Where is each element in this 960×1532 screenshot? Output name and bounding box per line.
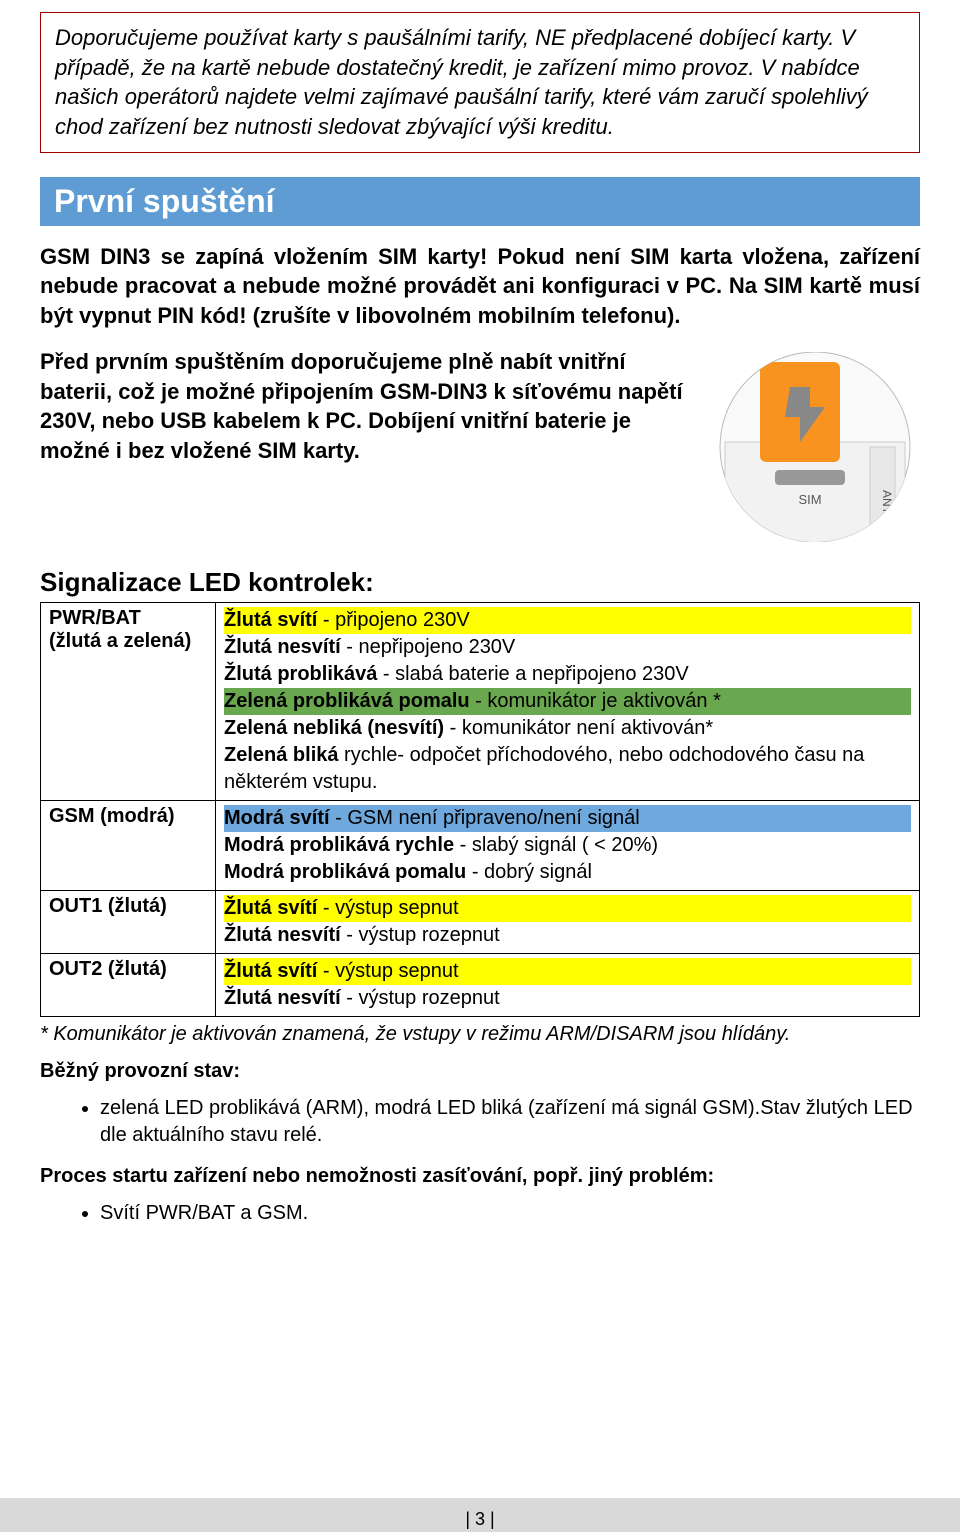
problem-bullets: Svítí PWR/BAT a GSM. (100, 1200, 920, 1227)
normal-state-heading: Běžný provozní stav: (40, 1058, 920, 1085)
led-status-cell: Žlutá svítí - výstup sepnutŽlutá nesvítí… (216, 890, 920, 953)
led-label-cell: OUT2 (žlutá) (41, 953, 216, 1016)
svg-text:ANT: ANT (880, 490, 894, 515)
intro-paragraph: GSM DIN3 se zapíná vložením SIM karty! P… (40, 242, 920, 331)
list-item: zelená LED problikává (ARM), modrá LED b… (100, 1095, 920, 1149)
table-row: OUT2 (žlutá)Žlutá svítí - výstup sepnutŽ… (41, 953, 920, 1016)
info-box-text: Doporučujeme používat karty s paušálními… (55, 25, 868, 139)
led-label-cell: OUT1 (žlutá) (41, 890, 216, 953)
section-heading: První spuštění (40, 177, 920, 226)
section-heading-text: První spuštění (54, 183, 275, 219)
led-label-cell: PWR/BAT(žlutá a zelená) (41, 602, 216, 800)
page-number-text: | 3 | (465, 1509, 494, 1529)
sim-slot-icon: SIM ANT (715, 352, 915, 542)
svg-text:SIM: SIM (798, 492, 821, 507)
list-item: Svítí PWR/BAT a GSM. (100, 1200, 920, 1227)
led-status-line: Žlutá svítí - výstup sepnut (224, 895, 911, 922)
led-status-cell: Žlutá svítí - připojeno 230VŽlutá nesvít… (216, 602, 920, 800)
problem-heading-text: Proces startu zařízení nebo nemožnosti z… (40, 1165, 714, 1187)
led-label-cell: GSM (modrá) (41, 800, 216, 890)
table-row: GSM (modrá) Modrá svítí - GSM není připra… (41, 800, 920, 890)
intro-paragraph-text: GSM DIN3 se zapíná vložením SIM karty! P… (40, 244, 920, 328)
footnote-text: * Komunikátor je aktivován znamená, že v… (40, 1023, 790, 1045)
info-box: Doporučujeme používat karty s paušálními… (40, 12, 920, 153)
charging-paragraph: Před prvním spuštěním doporučujeme plně … (40, 347, 700, 547)
device-image: SIM ANT (710, 347, 920, 547)
table-row: PWR/BAT(žlutá a zelená)Žlutá svítí - při… (41, 602, 920, 800)
led-status-line: Žlutá nesvítí - výstup rozepnut (224, 922, 911, 949)
led-status-table: PWR/BAT(žlutá a zelená)Žlutá svítí - při… (40, 602, 920, 1017)
led-subheading-text: Signalizace LED kontrolek: (40, 567, 374, 597)
led-status-line: Žlutá problikává - slabá baterie a nepři… (224, 661, 911, 688)
led-status-line: Žlutá nesvítí - výstup rozepnut (224, 985, 911, 1012)
led-subheading: Signalizace LED kontrolek: (40, 567, 920, 598)
led-status-line: Žlutá svítí - výstup sepnut (224, 958, 911, 985)
normal-state-bullets: zelená LED problikává (ARM), modrá LED b… (100, 1095, 920, 1149)
normal-state-heading-text: Běžný provozní stav: (40, 1060, 240, 1082)
led-status-line: Modrá problikává rychle - slabý signál (… (224, 832, 911, 859)
table-row: OUT1 (žlutá)Žlutá svítí - výstup sepnutŽ… (41, 890, 920, 953)
led-status-line: Zelená nebliká (nesvítí) - komunikátor n… (224, 715, 911, 742)
led-status-line: Modrá svítí - GSM není připraveno/není s… (224, 805, 911, 832)
two-column-block: Před prvním spuštěním doporučujeme plně … (40, 347, 920, 547)
led-status-line: Zelená bliká rychle- odpočet příchodovéh… (224, 742, 911, 796)
led-status-cell: Modrá svítí - GSM není připraveno/není s… (216, 800, 920, 890)
problem-heading: Proces startu zařízení nebo nemožnosti z… (40, 1163, 920, 1190)
charging-paragraph-text: Před prvním spuštěním doporučujeme plně … (40, 349, 683, 463)
led-status-cell: Žlutá svítí - výstup sepnutŽlutá nesvítí… (216, 953, 920, 1016)
led-status-line: Žlutá nesvítí - nepřipojeno 230V (224, 634, 911, 661)
led-status-line: Modrá problikává pomalu - dobrý signál (224, 859, 911, 886)
led-status-line: Zelená problikává pomalu - komunikátor j… (224, 688, 911, 715)
footnote: * Komunikátor je aktivován znamená, že v… (40, 1023, 920, 1046)
led-status-line: Žlutá svítí - připojeno 230V (224, 607, 911, 634)
